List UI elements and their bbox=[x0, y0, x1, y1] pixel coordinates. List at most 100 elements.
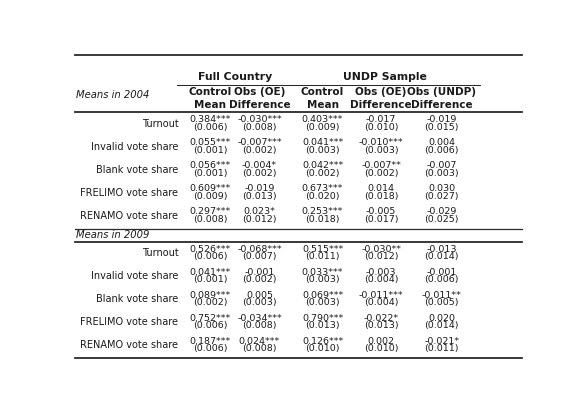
Text: (0.013): (0.013) bbox=[364, 321, 399, 330]
Text: 0.042***: 0.042*** bbox=[302, 161, 343, 170]
Text: (0.003): (0.003) bbox=[305, 146, 340, 155]
Text: (0.002): (0.002) bbox=[242, 169, 277, 178]
Text: (0.003): (0.003) bbox=[242, 298, 277, 308]
Text: (0.004): (0.004) bbox=[364, 298, 399, 308]
Text: -0.004*: -0.004* bbox=[242, 161, 277, 170]
Text: (0.005): (0.005) bbox=[425, 298, 459, 308]
Text: (0.001): (0.001) bbox=[193, 146, 227, 155]
Text: (0.012): (0.012) bbox=[364, 252, 399, 261]
Text: (0.008): (0.008) bbox=[242, 123, 277, 132]
Text: (0.002): (0.002) bbox=[305, 169, 340, 178]
Text: RENAMO vote share: RENAMO vote share bbox=[80, 340, 178, 350]
Text: Difference: Difference bbox=[411, 100, 473, 110]
Text: -0.001: -0.001 bbox=[244, 268, 275, 277]
Text: (0.006): (0.006) bbox=[193, 252, 227, 261]
Text: (0.009): (0.009) bbox=[193, 192, 227, 201]
Text: 0.253***: 0.253*** bbox=[302, 208, 343, 216]
Text: (0.006): (0.006) bbox=[425, 276, 459, 284]
Text: -0.019: -0.019 bbox=[244, 184, 275, 193]
Text: (0.003): (0.003) bbox=[425, 169, 459, 178]
Text: Turnout: Turnout bbox=[142, 119, 178, 129]
Text: -0.003: -0.003 bbox=[366, 268, 396, 277]
Text: FRELIMO vote share: FRELIMO vote share bbox=[80, 188, 178, 198]
Text: -0.007***: -0.007*** bbox=[237, 138, 282, 147]
Text: 0.023*: 0.023* bbox=[243, 208, 275, 216]
Text: 0.055***: 0.055*** bbox=[189, 138, 231, 147]
Text: (0.009): (0.009) bbox=[305, 123, 340, 132]
Text: (0.014): (0.014) bbox=[425, 321, 459, 330]
Text: (0.008): (0.008) bbox=[242, 321, 277, 330]
Text: 0.790***: 0.790*** bbox=[302, 314, 343, 323]
Text: -0.007**: -0.007** bbox=[361, 161, 401, 170]
Text: (0.010): (0.010) bbox=[305, 344, 340, 354]
Text: 0.297***: 0.297*** bbox=[189, 208, 231, 216]
Text: (0.014): (0.014) bbox=[425, 252, 459, 261]
Text: -0.011**: -0.011** bbox=[422, 291, 462, 300]
Text: -0.017: -0.017 bbox=[366, 115, 396, 124]
Text: 0.384***: 0.384*** bbox=[189, 115, 231, 124]
Text: 0.056***: 0.056*** bbox=[189, 161, 231, 170]
Text: -0.019: -0.019 bbox=[426, 115, 457, 124]
Text: 0.673***: 0.673*** bbox=[302, 184, 343, 193]
Text: -0.030**: -0.030** bbox=[361, 245, 401, 254]
Text: 0.033***: 0.033*** bbox=[302, 268, 343, 277]
Text: (0.006): (0.006) bbox=[193, 344, 227, 354]
Text: Means in 2009: Means in 2009 bbox=[76, 230, 149, 240]
Text: (0.006): (0.006) bbox=[193, 321, 227, 330]
Text: -0.022*: -0.022* bbox=[364, 314, 399, 323]
Text: Blank vote share: Blank vote share bbox=[96, 294, 178, 304]
Text: 0.004: 0.004 bbox=[428, 138, 456, 147]
Text: Full Country: Full Country bbox=[198, 72, 272, 82]
Text: Mean: Mean bbox=[307, 100, 339, 110]
Text: 0.126***: 0.126*** bbox=[302, 337, 343, 346]
Text: -0.010***: -0.010*** bbox=[358, 138, 403, 147]
Text: 0.069***: 0.069*** bbox=[302, 291, 343, 300]
Text: RENAMO vote share: RENAMO vote share bbox=[80, 211, 178, 221]
Text: 0.020: 0.020 bbox=[428, 314, 456, 323]
Text: (0.001): (0.001) bbox=[193, 276, 227, 284]
Text: 0.041***: 0.041*** bbox=[302, 138, 343, 147]
Text: 0.024***: 0.024*** bbox=[239, 337, 280, 346]
Text: 0.403***: 0.403*** bbox=[302, 115, 343, 124]
Text: 0.526***: 0.526*** bbox=[189, 245, 231, 254]
Text: (0.025): (0.025) bbox=[425, 215, 459, 224]
Text: (0.011): (0.011) bbox=[425, 344, 459, 354]
Text: (0.010): (0.010) bbox=[364, 344, 399, 354]
Text: (0.018): (0.018) bbox=[364, 192, 399, 201]
Text: (0.006): (0.006) bbox=[193, 123, 227, 132]
Text: (0.003): (0.003) bbox=[305, 276, 340, 284]
Text: -0.001: -0.001 bbox=[426, 268, 457, 277]
Text: (0.002): (0.002) bbox=[364, 169, 399, 178]
Text: (0.010): (0.010) bbox=[364, 123, 399, 132]
Text: (0.018): (0.018) bbox=[305, 215, 340, 224]
Text: (0.020): (0.020) bbox=[305, 192, 340, 201]
Text: 0.089***: 0.089*** bbox=[189, 291, 231, 300]
Text: (0.002): (0.002) bbox=[193, 298, 227, 308]
Text: (0.002): (0.002) bbox=[242, 146, 277, 155]
Text: 0.030: 0.030 bbox=[428, 184, 456, 193]
Text: Invalid vote share: Invalid vote share bbox=[91, 271, 178, 281]
Text: (0.003): (0.003) bbox=[364, 146, 399, 155]
Text: Obs (OE): Obs (OE) bbox=[356, 87, 407, 97]
Text: -0.007: -0.007 bbox=[426, 161, 457, 170]
Text: -0.011***: -0.011*** bbox=[358, 291, 403, 300]
Text: FRELIMO vote share: FRELIMO vote share bbox=[80, 317, 178, 327]
Text: 0.752***: 0.752*** bbox=[189, 314, 231, 323]
Text: 0.187***: 0.187*** bbox=[189, 337, 231, 346]
Text: (0.008): (0.008) bbox=[242, 344, 277, 354]
Text: Difference: Difference bbox=[350, 100, 412, 110]
Text: -0.029: -0.029 bbox=[426, 208, 457, 216]
Text: (0.006): (0.006) bbox=[425, 146, 459, 155]
Text: UNDP Sample: UNDP Sample bbox=[343, 72, 427, 82]
Text: Obs (OE): Obs (OE) bbox=[234, 87, 285, 97]
Text: Control: Control bbox=[188, 87, 232, 97]
Text: 0.515***: 0.515*** bbox=[302, 245, 343, 254]
Text: 0.002: 0.002 bbox=[368, 337, 394, 346]
Text: Invalid vote share: Invalid vote share bbox=[91, 142, 178, 151]
Text: (0.007): (0.007) bbox=[242, 252, 277, 261]
Text: (0.013): (0.013) bbox=[242, 192, 277, 201]
Text: 0.041***: 0.041*** bbox=[189, 268, 231, 277]
Text: (0.003): (0.003) bbox=[305, 298, 340, 308]
Text: (0.017): (0.017) bbox=[364, 215, 399, 224]
Text: 0.014: 0.014 bbox=[368, 184, 394, 193]
